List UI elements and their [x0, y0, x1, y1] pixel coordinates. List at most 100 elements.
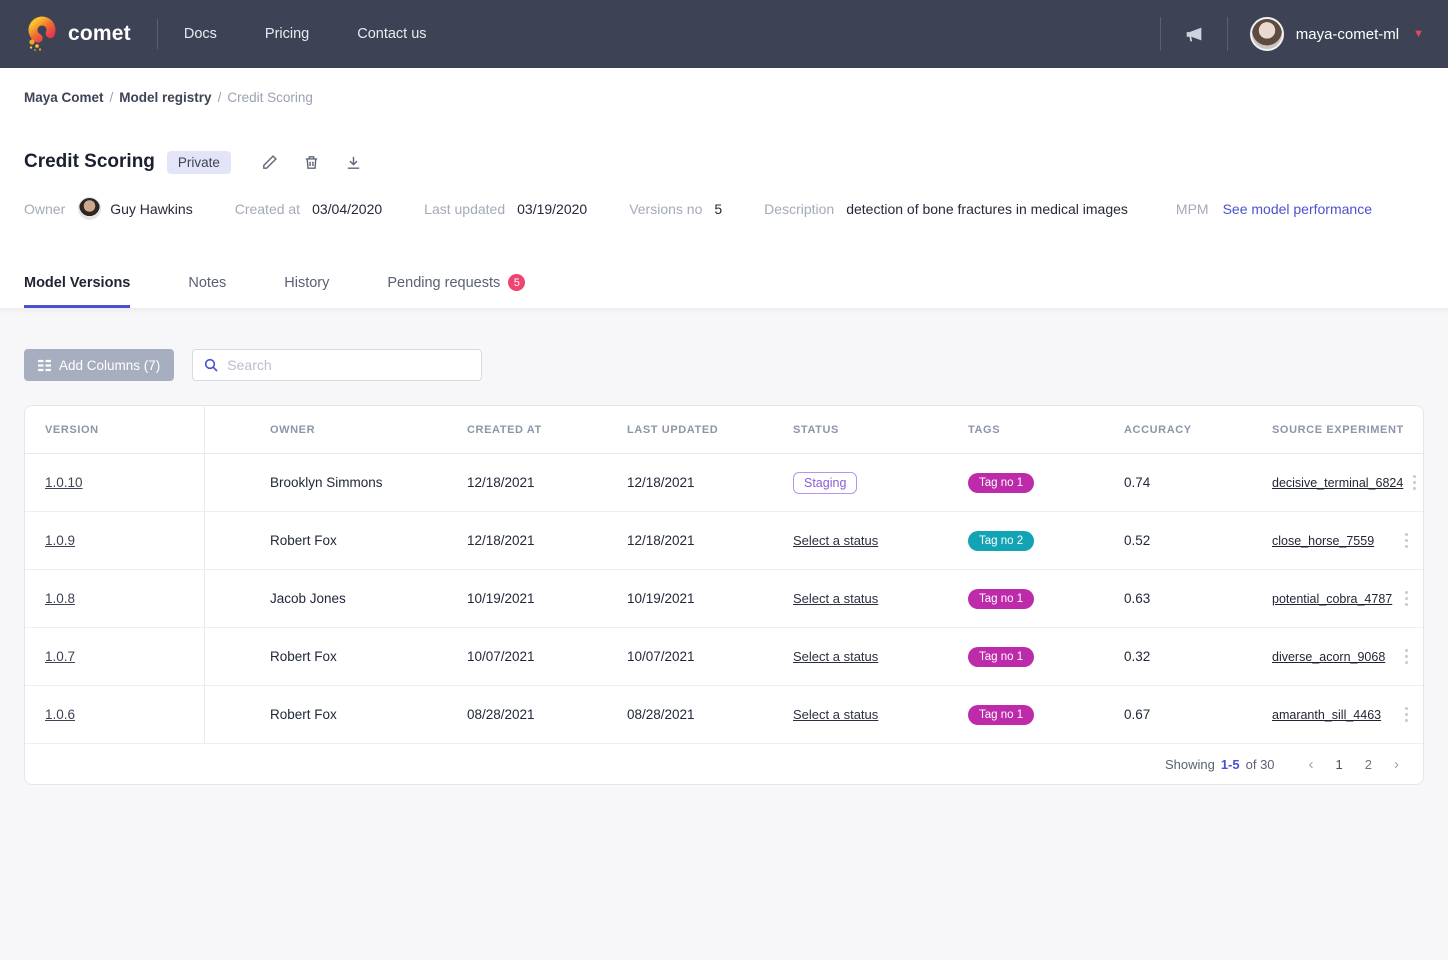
edit-pencil-icon[interactable] [257, 149, 283, 175]
version-link[interactable]: 1.0.6 [45, 707, 76, 722]
source-experiment-link[interactable]: close_horse_7559 [1272, 534, 1375, 548]
row-menu-kebab-icon[interactable] [1395, 649, 1423, 664]
breadcrumb: Maya Comet / Model registry / Credit Sco… [24, 68, 1424, 105]
tab-model-versions[interactable]: Model Versions [24, 274, 131, 308]
accuracy-cell: 0.63 [1124, 591, 1151, 606]
version-link[interactable]: 1.0.7 [45, 649, 76, 664]
version-link[interactable]: 1.0.8 [45, 591, 76, 606]
table-row: 1.0.10 Brooklyn Simmons 12/18/2021 12/18… [25, 454, 1423, 512]
tab-notes[interactable]: Notes [188, 274, 226, 308]
title-actions [257, 149, 367, 175]
nav-link-contact-us[interactable]: Contact us [357, 26, 427, 42]
navbar-divider [156, 19, 158, 49]
column-header-status: STATUS [793, 423, 839, 436]
navbar-divider [1226, 17, 1228, 51]
see-model-performance-link[interactable]: See model performance [1222, 200, 1372, 217]
row-menu-kebab-icon[interactable] [1395, 591, 1423, 606]
delete-trash-icon[interactable] [299, 149, 325, 175]
tags-cell: Tag no 2 [928, 530, 1084, 551]
created-at-cell: 12/18/2021 [467, 475, 535, 490]
showing-range: 1-5 [1220, 756, 1240, 772]
tag-pill[interactable]: Tag no 2 [968, 530, 1035, 551]
announcements-megaphone-icon[interactable] [1183, 23, 1205, 45]
tab-label: Notes [188, 274, 227, 291]
page-number-1[interactable]: 1 [1335, 756, 1343, 772]
user-menu[interactable]: maya-comet-ml ▼ [1249, 17, 1424, 51]
description-group: Description detection of bone fractures … [764, 201, 1128, 217]
table-row: 1.0.7 Robert Fox 10/07/2021 10/07/2021 S… [25, 628, 1423, 686]
tag-pill[interactable]: Tag no 1 [968, 472, 1035, 493]
source-experiment-cell: close_horse_7559 [1232, 533, 1395, 548]
status-control[interactable]: Select a status [793, 707, 879, 722]
row-menu-kebab-icon[interactable] [1395, 533, 1423, 548]
versions-label: Versions no [629, 200, 703, 217]
pending-count-badge: 5 [508, 274, 526, 291]
status-control[interactable]: Select a status [793, 533, 879, 548]
status-control[interactable]: Select a status [793, 649, 879, 664]
search-icon [203, 357, 219, 373]
navbar-divider [1159, 17, 1161, 51]
page-number-2[interactable]: 2 [1364, 756, 1372, 772]
version-cell: 1.0.8 [25, 570, 205, 627]
page-title: Credit Scoring [24, 151, 155, 172]
accuracy-cell: 0.74 [1124, 475, 1151, 490]
last-updated-cell: 12/18/2021 [627, 533, 695, 548]
owner-group: Owner Guy Hawkins [24, 197, 193, 220]
tag-pill[interactable]: Tag no 1 [968, 588, 1035, 609]
table-row: 1.0.9 Robert Fox 12/18/2021 12/18/2021 S… [25, 512, 1423, 570]
tags-cell: Tag no 1 [928, 646, 1084, 667]
owner-label: Owner [24, 200, 66, 217]
breadcrumb-separator: / [217, 90, 222, 105]
pagination: Showing 1-5 of 30 ‹ 1 2 › [25, 744, 1423, 784]
created-at-cell: 10/19/2021 [467, 591, 535, 606]
model-meta-row: Owner Guy Hawkins Created at 03/04/2020 … [24, 197, 1424, 246]
row-menu-kebab-icon[interactable] [1403, 475, 1423, 490]
comet-logo-icon [24, 16, 58, 52]
status-cell: Select a status [753, 591, 928, 606]
last-updated-cell: 10/19/2021 [627, 591, 695, 606]
status-control[interactable]: Select a status [793, 591, 879, 606]
tab-bar: Model Versions Notes History Pending req… [24, 274, 1424, 308]
source-experiment-cell: potential_cobra_4787 [1232, 591, 1395, 606]
accuracy-cell: 0.32 [1124, 649, 1151, 664]
created-at-cell: 08/28/2021 [467, 707, 535, 722]
source-experiment-link[interactable]: potential_cobra_4787 [1272, 592, 1393, 606]
tab-label: Model Versions [24, 274, 131, 291]
version-link[interactable]: 1.0.10 [45, 475, 83, 490]
status-cell: Select a status [753, 533, 928, 548]
source-experiment-cell: amaranth_sill_4463 [1232, 707, 1395, 722]
tab-label: History [284, 274, 330, 291]
last-updated-cell: 10/07/2021 [627, 649, 695, 664]
breadcrumb-workspace[interactable]: Maya Comet [24, 90, 104, 105]
breadcrumb-model-registry[interactable]: Model registry [119, 90, 212, 105]
row-menu-kebab-icon[interactable] [1395, 707, 1423, 722]
navbar-links: Docs Pricing Contact us [184, 26, 427, 42]
next-page-chevron-icon[interactable]: › [1394, 755, 1399, 773]
tag-pill[interactable]: Tag no 1 [968, 646, 1035, 667]
status-control[interactable]: Staging [793, 471, 858, 494]
chevron-down-icon: ▼ [1413, 28, 1424, 40]
brand-name: comet [68, 22, 131, 45]
nav-link-pricing[interactable]: Pricing [264, 26, 310, 42]
prev-page-chevron-icon[interactable]: ‹ [1308, 755, 1314, 773]
source-experiment-link[interactable]: decisive_terminal_6824 [1272, 476, 1404, 490]
source-experiment-link[interactable]: amaranth_sill_4463 [1272, 708, 1382, 722]
tab-history[interactable]: History [284, 274, 329, 308]
tab-pending-requests[interactable]: Pending requests 5 [387, 274, 526, 308]
add-columns-button[interactable]: Add Columns (7) [24, 349, 175, 381]
nav-link-docs[interactable]: Docs [183, 26, 217, 42]
created-group: Created at 03/04/2020 [235, 201, 382, 217]
column-header-version: VERSION [25, 406, 205, 453]
owner-cell: Jacob Jones [270, 591, 346, 606]
comet-logo[interactable]: comet [24, 16, 131, 52]
created-at-cell: 12/18/2021 [467, 533, 535, 548]
version-cell: 1.0.6 [25, 686, 205, 743]
showing-total: of 30 [1245, 756, 1275, 772]
page-header: Maya Comet / Model registry / Credit Sco… [0, 68, 1448, 309]
download-icon[interactable] [341, 149, 367, 175]
model-versions-table: VERSION OWNER CREATED AT LAST UPDATED ST… [24, 405, 1424, 785]
source-experiment-link[interactable]: diverse_acorn_9068 [1272, 650, 1386, 664]
tag-pill[interactable]: Tag no 1 [968, 704, 1035, 725]
version-link[interactable]: 1.0.9 [45, 533, 76, 548]
search-input[interactable] [227, 357, 472, 373]
